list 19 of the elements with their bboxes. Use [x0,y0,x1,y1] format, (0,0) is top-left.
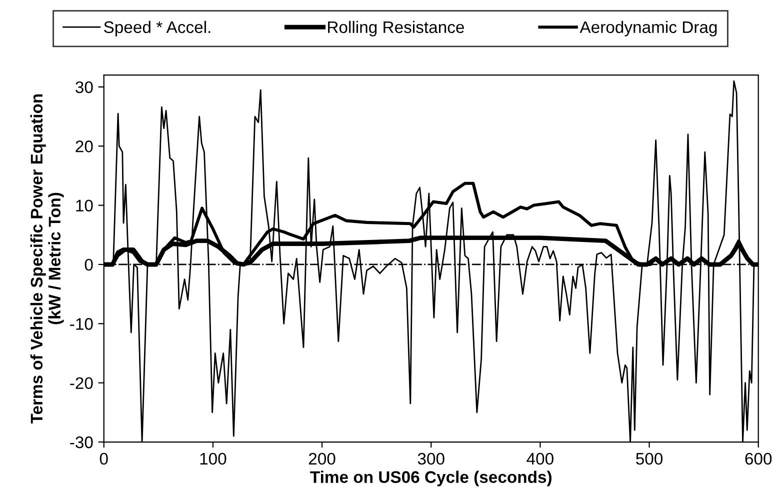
x-axis-title: Time on US06 Cycle (seconds) [310,470,552,486]
x-tick-label: 300 [418,452,444,465]
y-tick-label: 20 [76,140,93,152]
y-tick-label: -30 [70,436,93,448]
x-tick-label: 0 [100,452,108,465]
legend-label: Aerodynamic Drag [580,20,717,36]
legend-label: Speed * Accel. [104,20,210,36]
x-tick-label: 200 [308,452,336,465]
y-tick-label: -10 [70,318,93,330]
x-tick-label: 100 [200,452,226,465]
y-axis-title: Terms of Vehicle Specific Power Equation (kW / Metric Ton) [30,94,64,424]
y-tick-label: 30 [76,81,93,94]
x-tick-label: 400 [526,452,554,465]
y-tick-label: 0 [84,258,93,271]
y-tick-label: 10 [76,200,93,212]
x-tick-label: 500 [636,452,663,465]
x-tick-label: 600 [745,452,772,465]
y-tick-label: -20 [70,377,93,390]
legend-label: Rolling Resistance [328,20,464,36]
